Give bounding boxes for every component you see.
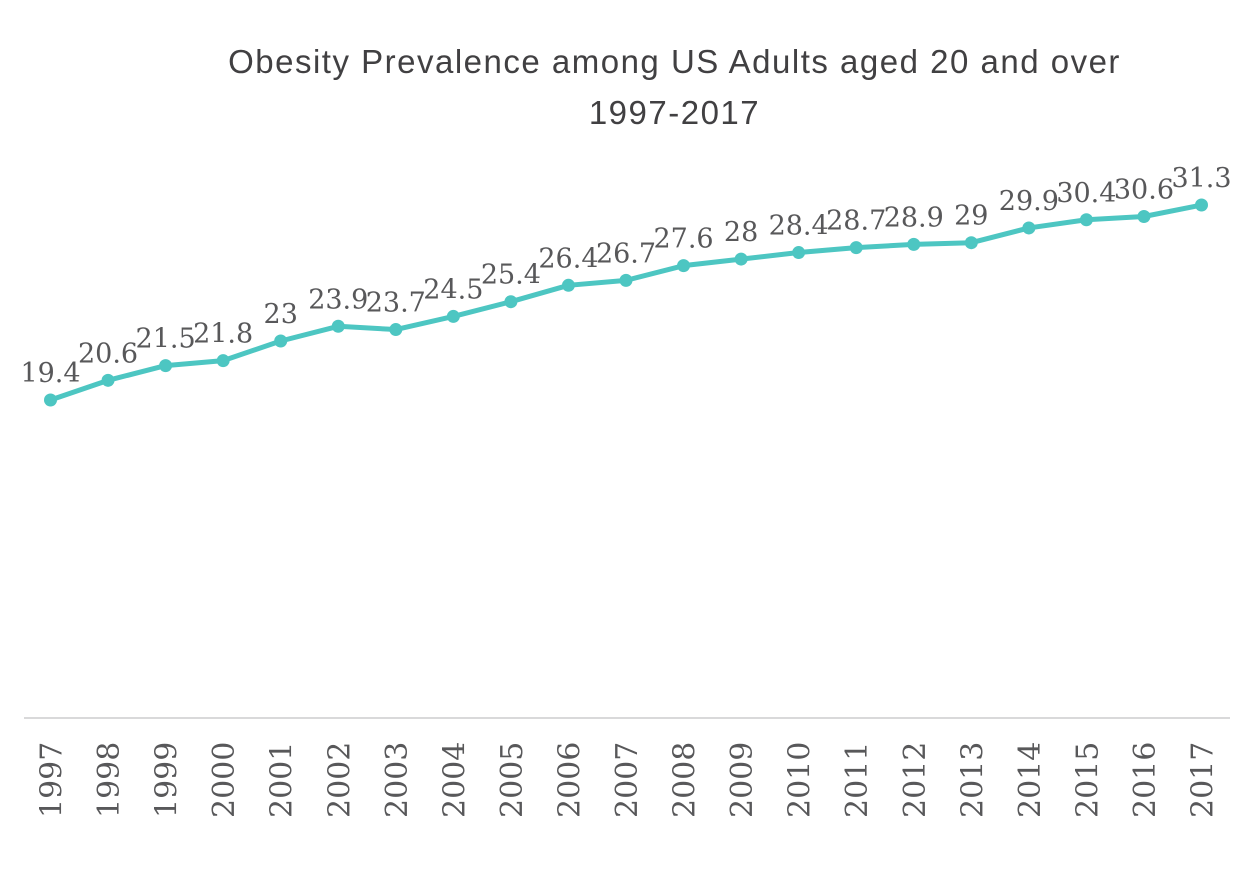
data-point-label-2017: 31.3 xyxy=(1171,163,1231,194)
data-point-2002 xyxy=(331,319,345,333)
chart-title-block: Obesity Prevalence among US Adults aged … xyxy=(0,36,1253,138)
x-axis-tick-label-2012: 2012 xyxy=(898,742,933,818)
x-axis-tick-label-2005: 2005 xyxy=(495,742,530,818)
x-axis-tick-label-2011: 2011 xyxy=(840,742,875,818)
data-point-2013 xyxy=(964,236,978,250)
data-point-label-2007: 26.7 xyxy=(596,238,656,269)
data-point-2008 xyxy=(677,259,691,273)
x-axis-tick-label-2006: 2006 xyxy=(552,742,587,818)
data-point-label-1997: 19.4 xyxy=(20,358,80,389)
data-point-1999 xyxy=(159,359,173,373)
x-axis-tick-label-2000: 2000 xyxy=(207,742,242,818)
data-point-2010 xyxy=(792,246,806,260)
data-point-2014 xyxy=(1022,221,1036,235)
x-axis-tick-label-2008: 2008 xyxy=(668,742,703,818)
data-point-2005 xyxy=(504,295,518,309)
data-point-2006 xyxy=(561,278,575,292)
data-point-label-2004: 24.5 xyxy=(423,274,483,305)
data-point-2001 xyxy=(274,334,288,348)
data-point-1998 xyxy=(101,373,115,387)
data-point-2011 xyxy=(849,241,863,255)
x-axis-tick-label-2007: 2007 xyxy=(610,742,645,818)
x-axis-tick-label-2003: 2003 xyxy=(380,742,415,818)
data-point-1997 xyxy=(44,393,57,407)
data-point-label-2016: 30.6 xyxy=(1114,174,1174,205)
x-axis-tick-label-2017: 2017 xyxy=(1186,742,1221,818)
data-point-label-1999: 21.5 xyxy=(136,324,196,355)
data-point-2015 xyxy=(1079,213,1093,227)
x-axis-tick-label-2015: 2015 xyxy=(1070,742,1105,818)
data-point-2017 xyxy=(1195,198,1208,212)
chart-title: Obesity Prevalence among US Adults aged … xyxy=(228,43,1121,80)
data-point-label-2000: 21.8 xyxy=(193,319,253,350)
data-point-label-2009: 28 xyxy=(724,217,758,248)
x-axis-tick-label-1997: 1997 xyxy=(35,742,70,818)
data-point-label-2005: 25.4 xyxy=(481,260,541,291)
x-axis-tick-label-2010: 2010 xyxy=(783,742,818,818)
x-axis-tick-label-2004: 2004 xyxy=(437,742,472,818)
x-axis-tick-label-2009: 2009 xyxy=(725,742,760,818)
data-point-2004 xyxy=(446,309,460,323)
data-point-label-1998: 20.6 xyxy=(78,338,138,369)
data-point-label-2013: 29 xyxy=(954,201,988,232)
x-axis-tick-label-2014: 2014 xyxy=(1013,742,1048,818)
x-axis-tick-label-2013: 2013 xyxy=(955,742,990,818)
x-axis-tick-label-2016: 2016 xyxy=(1128,742,1163,818)
data-point-label-2015: 30.4 xyxy=(1056,178,1116,209)
data-point-2012 xyxy=(907,237,921,251)
chart-subtitle: 1997-2017 xyxy=(588,94,761,131)
x-axis-tick-label-2002: 2002 xyxy=(322,742,357,818)
data-point-label-2003: 23.7 xyxy=(366,288,426,319)
data-point-label-2011: 28.7 xyxy=(826,206,886,237)
data-point-2003 xyxy=(389,323,403,337)
data-point-label-2010: 28.4 xyxy=(769,211,829,242)
data-point-label-2008: 27.6 xyxy=(653,224,713,255)
data-point-label-2014: 29.9 xyxy=(999,186,1059,217)
data-point-2000 xyxy=(216,354,230,368)
data-point-label-2001: 23 xyxy=(264,299,298,330)
data-point-2016 xyxy=(1137,209,1151,223)
x-axis-tick-label-1999: 1999 xyxy=(150,742,185,818)
data-point-label-2012: 28.9 xyxy=(884,202,944,233)
data-point-2007 xyxy=(619,273,633,287)
data-point-2009 xyxy=(734,252,748,266)
x-axis-tick-label-2001: 2001 xyxy=(265,742,300,818)
data-point-label-2006: 26.4 xyxy=(538,243,598,274)
x-axis-tick-label-1998: 1998 xyxy=(92,742,127,818)
data-point-label-2002: 23.9 xyxy=(308,284,368,315)
